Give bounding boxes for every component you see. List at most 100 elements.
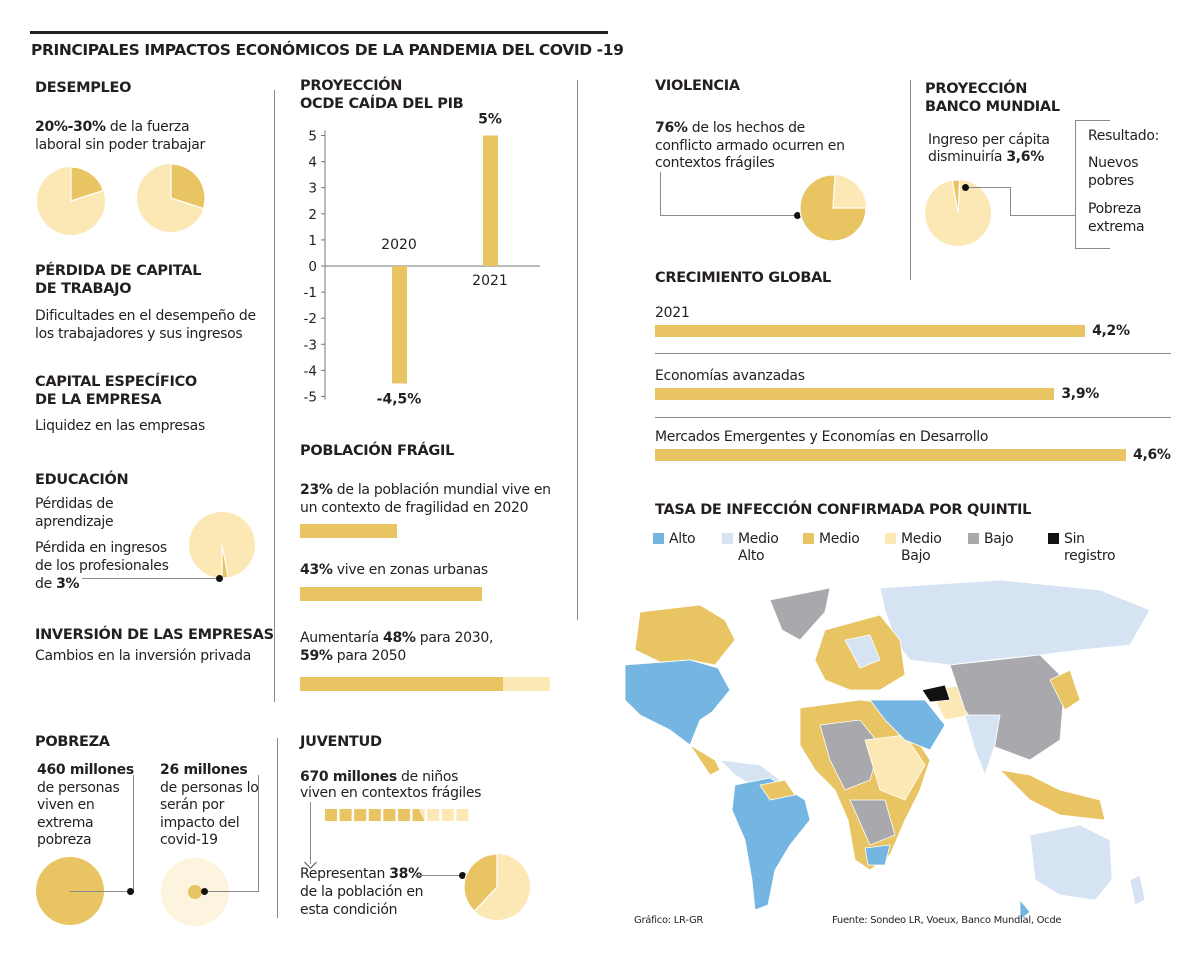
category-label: 2021 bbox=[472, 273, 508, 289]
educacion-title: EDUCACIÓN bbox=[35, 472, 129, 488]
fragil-bar-23 bbox=[300, 524, 398, 538]
y-tick-label: 0 bbox=[308, 259, 317, 275]
growth-value: 4,6% bbox=[1133, 447, 1171, 463]
pie-slice bbox=[799, 174, 867, 242]
growth-label: 2021 bbox=[655, 305, 690, 321]
square-filled bbox=[325, 809, 337, 821]
square-filled bbox=[368, 809, 381, 821]
infeccion-title: TASA DE INFECCIÓN CONFIRMADA POR QUINTIL bbox=[655, 502, 1032, 518]
pie-slice bbox=[951, 179, 961, 214]
pobreza-460: 460 millones de personas viven en extrema po… bbox=[37, 762, 134, 848]
juventud-text: 670 millones de niños viven en contextos … bbox=[300, 769, 482, 801]
arrow-down-icon bbox=[310, 802, 311, 864]
legend-item: Medio bbox=[803, 531, 860, 565]
legend-swatch bbox=[1048, 533, 1059, 544]
data-label: 5% bbox=[478, 112, 502, 128]
inversion-text: Cambios en la inversión privada bbox=[35, 648, 251, 664]
pie-slice bbox=[170, 163, 206, 210]
pie-slice bbox=[463, 853, 498, 912]
square bbox=[441, 809, 454, 821]
legend-item: Medio Bajo bbox=[885, 531, 942, 565]
bar-2021 bbox=[483, 135, 498, 266]
y-tick-label: 2 bbox=[308, 207, 317, 223]
crecimiento-title: CRECIMIENTO GLOBAL bbox=[655, 270, 831, 286]
pie-slice bbox=[70, 166, 105, 202]
data-label: -4,5% bbox=[377, 391, 422, 407]
pobreza-26: 26 millones de personas lo serán por impact… bbox=[160, 762, 259, 848]
violencia-title: VIOLENCIA bbox=[655, 78, 740, 94]
juventud-representan: Representan 38% de la población en esta co… bbox=[300, 866, 424, 918]
juventud-squares bbox=[325, 809, 469, 821]
capital-empresa-title: CAPITAL ESPECÍFICO DE LA EMPRESA bbox=[35, 374, 197, 408]
inversion-title: INVERSIÓN DE LAS EMPRESAS bbox=[35, 627, 274, 643]
banco-text: Ingreso per cápita disminuiría 3,6% bbox=[928, 132, 1050, 165]
banco-result-label: Resultado: bbox=[1088, 128, 1160, 144]
fragil-s1-text: 23% de la población mundial vive en un co… bbox=[300, 482, 551, 516]
desempleo-text: 20%-30% de la fuerza laboral sin poder tr… bbox=[35, 119, 205, 153]
divider bbox=[274, 90, 275, 702]
growth-label: Mercados Emergentes y Economías en Desar… bbox=[655, 429, 989, 445]
desempleo-title: DESEMPLEO bbox=[35, 80, 132, 96]
banco-pie bbox=[925, 179, 991, 246]
square-filled bbox=[398, 809, 410, 821]
growth-bar bbox=[655, 449, 1127, 461]
capital-empresa-text: Liquidez en las empresas bbox=[35, 418, 205, 434]
page-title: PRINCIPALES IMPACTOS ECONÓMICOS DE LA PA… bbox=[31, 41, 624, 59]
y-tick-label: 3 bbox=[308, 181, 317, 197]
legend-item: Alto bbox=[653, 531, 696, 565]
square-filled bbox=[339, 809, 352, 821]
legend-swatch bbox=[722, 533, 733, 544]
pib-chart: 5 4 3 2 1 0 -1 -2 -3 -4 -5 2020 -4,5% 2021 5% bbox=[304, 112, 540, 407]
square-filled bbox=[383, 809, 396, 821]
educacion-text-2: Pérdida en ingresos de los profesionales d… bbox=[35, 540, 169, 592]
pobreza-title: POBREZA bbox=[35, 734, 110, 750]
category-label: 2020 bbox=[381, 237, 417, 253]
pib-title: PROYECCIÓN OCDE CAÍDA DEL PIB bbox=[300, 78, 464, 112]
y-tick-label: -2 bbox=[304, 311, 317, 327]
banco-nuevos-pobres: Nuevos pobres bbox=[1088, 155, 1139, 189]
capital-trabajo-title: PÉRDIDA DE CAPITAL DE TRABAJO bbox=[35, 263, 202, 297]
bar-2020 bbox=[392, 266, 407, 384]
y-tick-label: 4 bbox=[308, 155, 317, 171]
y-tick-label: -1 bbox=[304, 285, 317, 301]
y-tick-label: -3 bbox=[304, 337, 317, 353]
fragil-bar-43 bbox=[300, 587, 483, 601]
fragil-title: POBLACIÓN FRÁGIL bbox=[300, 443, 455, 459]
square-filled bbox=[354, 809, 367, 821]
violencia-pie bbox=[799, 174, 867, 242]
y-tick-label: -5 bbox=[304, 390, 317, 406]
credit: Gráfico: LR-GR bbox=[634, 915, 704, 926]
growth-value: 3,9% bbox=[1061, 386, 1099, 402]
banco-title: PROYECCIÓN BANCO MUNDIAL bbox=[925, 81, 1060, 115]
legend-swatch bbox=[653, 533, 664, 544]
juventud-pie bbox=[463, 853, 530, 920]
y-tick-label: -4 bbox=[304, 363, 317, 379]
growth-bar bbox=[655, 388, 1055, 400]
growth-value: 4,2% bbox=[1092, 323, 1130, 339]
fragil-bar-48 bbox=[300, 677, 504, 691]
legend-swatch bbox=[968, 533, 979, 544]
square bbox=[427, 809, 440, 821]
violencia-text: 76% de los hechos de conflicto armado ocu… bbox=[655, 120, 845, 171]
desempleo-pie-2 bbox=[137, 163, 206, 232]
capital-trabajo-text: Dificultades en el desempeño de los traba… bbox=[35, 308, 256, 342]
juventud-title: JUVENTUD bbox=[300, 734, 382, 750]
legend-swatch bbox=[803, 533, 814, 544]
growth-bar bbox=[655, 325, 1086, 337]
fragil-s2-text: 43% vive en zonas urbanas bbox=[300, 562, 488, 578]
growth-label: Economías avanzadas bbox=[655, 368, 805, 384]
legend-item: Sin registro bbox=[1048, 531, 1116, 565]
desempleo-pie-1 bbox=[37, 166, 105, 235]
y-tick-label: 5 bbox=[308, 129, 317, 145]
educacion-text-1: Pérdidas de aprendizaje bbox=[35, 496, 114, 530]
square-partial bbox=[412, 809, 425, 821]
square bbox=[456, 809, 469, 821]
banco-pobreza-extrema: Pobreza extrema bbox=[1088, 201, 1145, 235]
legend-item: Medio Alto bbox=[722, 531, 779, 565]
y-tick-label: 1 bbox=[308, 233, 317, 249]
legend-swatch bbox=[885, 533, 896, 544]
legend-item: Bajo bbox=[968, 531, 1014, 565]
source: Fuente: Sondeo LR, Voeux, Banco Mundial,… bbox=[832, 915, 1062, 926]
fragil-s3-text: Aumentaría 48% para 2030, 59% para 2050 bbox=[300, 630, 494, 664]
